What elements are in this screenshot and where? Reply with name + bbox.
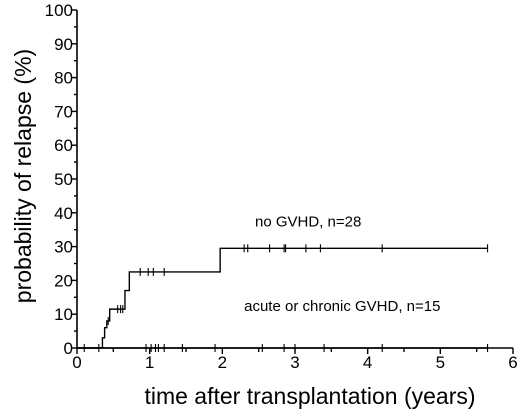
x-tick-label: 5 — [436, 353, 445, 372]
y-tick-label: 40 — [54, 204, 73, 223]
y-tick-label: 50 — [54, 170, 73, 189]
y-tick-label: 30 — [54, 238, 73, 257]
x-tick-label: 1 — [145, 353, 154, 372]
x-tick-label: 6 — [508, 353, 517, 372]
y-tick-label: 90 — [54, 35, 73, 54]
series-0-step-line — [77, 247, 488, 349]
x-tick-label: 0 — [72, 353, 81, 372]
annotation-1: acute or chronic GVHD, n=15 — [244, 298, 440, 315]
y-tick-label: 0 — [64, 339, 73, 358]
y-tick-label: 70 — [54, 102, 73, 121]
y-tick-label: 20 — [54, 271, 73, 290]
x-tick-label: 3 — [290, 353, 299, 372]
y-tick-label: 100 — [45, 1, 73, 20]
x-axis-title: time after transplantation (years) — [144, 383, 475, 409]
y-axis-title: probability of relapse (%) — [10, 49, 36, 303]
x-tick-label: 2 — [218, 353, 227, 372]
x-tick-label: 4 — [363, 353, 372, 372]
annotation-0: no GVHD, n=28 — [255, 213, 361, 230]
y-tick-label: 80 — [54, 69, 73, 88]
y-tick-label: 60 — [54, 136, 73, 155]
y-tick-label: 10 — [54, 305, 73, 324]
